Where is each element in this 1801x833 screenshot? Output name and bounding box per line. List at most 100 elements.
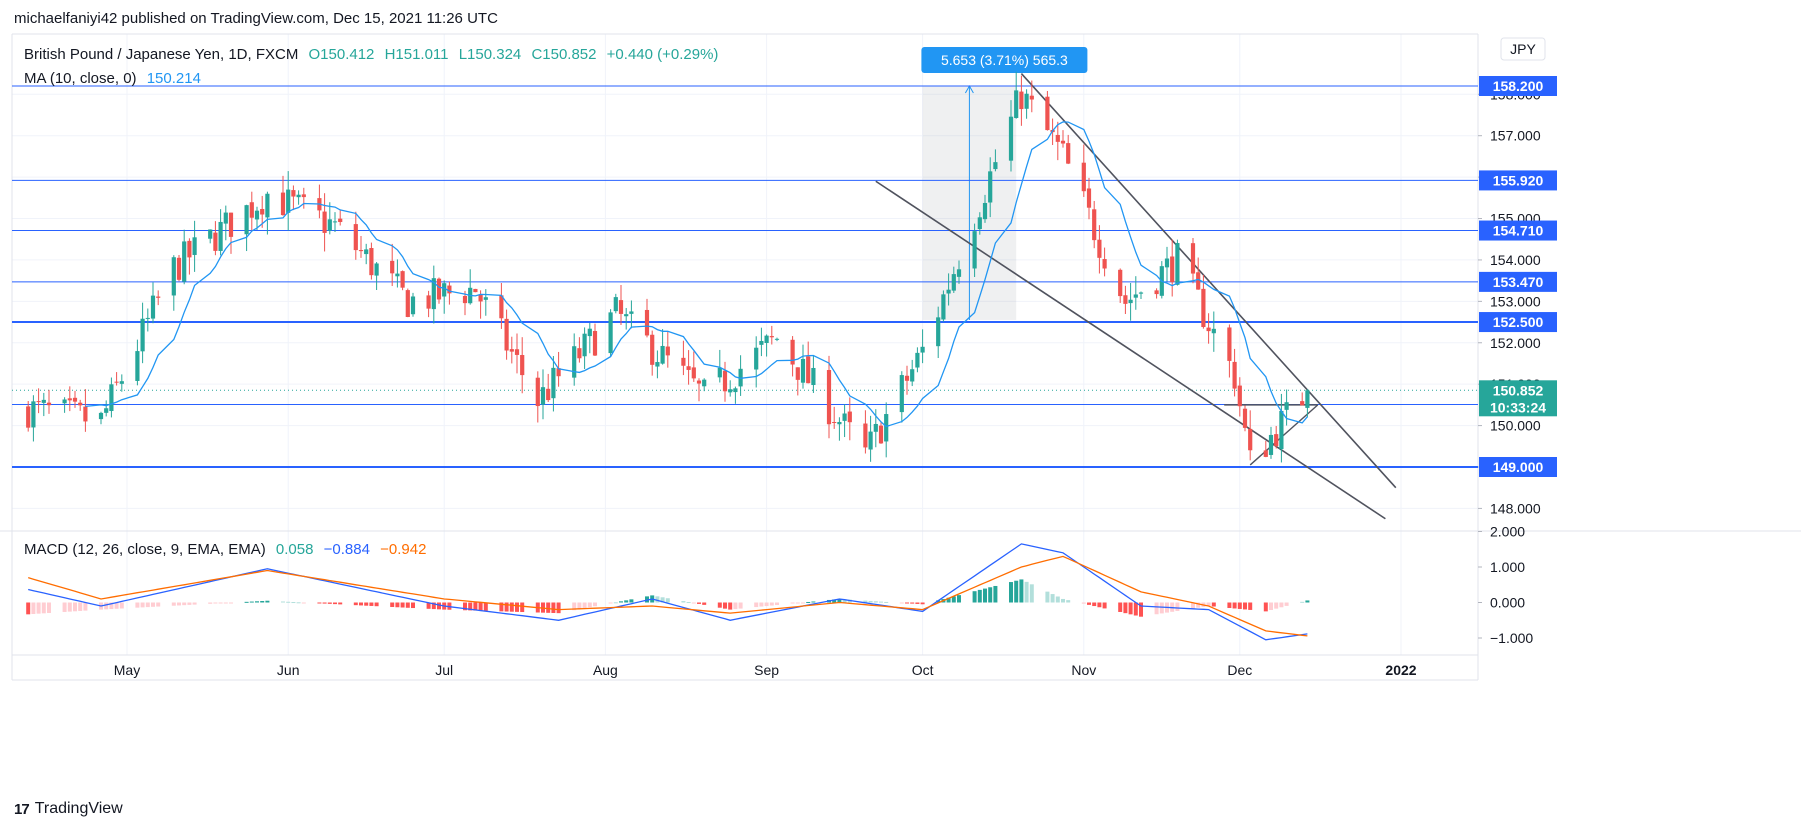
ma-legend: MA (10, close, 0) 150.214 — [24, 70, 207, 87]
candle-body — [26, 406, 31, 428]
macd-histogram-bar — [1248, 602, 1253, 610]
macd-histogram-bar — [1019, 579, 1024, 603]
macd-histogram-bar — [957, 595, 961, 603]
candle-body — [1045, 96, 1050, 131]
macd-histogram-bar — [587, 602, 592, 608]
macd-histogram-bar — [593, 602, 597, 607]
candle-body — [1196, 272, 1201, 290]
macd-histogram-bar — [78, 602, 83, 611]
candle-body — [592, 330, 598, 356]
candle-body — [696, 380, 702, 384]
candle-body — [774, 338, 780, 340]
macd-histogram-bar — [1237, 602, 1242, 609]
ma-label[interactable]: MA (10, close, 0) — [24, 70, 137, 87]
price-tick-label: 148.000 — [1490, 500, 1541, 516]
candle-body — [1097, 239, 1102, 258]
high-value: H151.011 — [384, 46, 449, 63]
price-tick-label: 153.000 — [1490, 293, 1541, 309]
candle-body — [1175, 243, 1180, 285]
candle-body — [899, 375, 904, 413]
macd-histogram-bar — [187, 602, 192, 605]
macd-histogram-bar — [702, 602, 707, 605]
macd-histogram-bar — [977, 589, 982, 603]
candle-body — [790, 339, 795, 365]
ma-10-line — [85, 121, 1308, 428]
macd-histogram-bar — [515, 602, 519, 612]
macd-histogram-bar — [1139, 602, 1143, 617]
macd-histogram-bar — [868, 600, 873, 603]
candle-body — [988, 171, 993, 203]
symbol-label[interactable]: British Pound / Japanese Yen, 1D, FXCM — [24, 46, 299, 63]
candle-body — [837, 421, 842, 425]
candle-body — [140, 318, 145, 352]
macd-histogram-bar — [62, 602, 67, 612]
candle-body — [1279, 410, 1284, 450]
macd-histogram-bar — [723, 602, 727, 609]
macd-histogram-bar — [1045, 591, 1050, 603]
macd-histogram-bar — [1128, 602, 1133, 615]
time-tick-label: Dec — [1227, 662, 1252, 678]
candle-body — [572, 346, 577, 378]
macd-histogram-bar — [686, 602, 691, 604]
ma-value: 150.214 — [146, 70, 201, 87]
candle-body — [702, 379, 707, 387]
candle-body — [686, 366, 691, 370]
candle-body — [442, 283, 447, 297]
macd-histogram-bar — [863, 600, 868, 603]
macd-histogram-bar — [728, 602, 733, 610]
candle-body — [1138, 292, 1144, 294]
candle-body — [769, 336, 774, 338]
candle-body — [1170, 256, 1175, 283]
support-resistance-lines — [12, 85, 1478, 468]
macd-label[interactable]: MACD (12, 26, close, 9, EMA, EMA) — [24, 541, 266, 558]
macd-histogram-bar — [806, 601, 811, 603]
candle-body — [795, 367, 800, 380]
measure-label: 5.653 (3.71%) 565.3 — [941, 52, 1068, 68]
level-price-label: 158.200 — [1493, 78, 1544, 94]
candle-body — [228, 212, 234, 237]
macd-histogram-bar — [717, 602, 722, 608]
candle-body — [556, 368, 561, 377]
macd-histogram-bar — [691, 602, 696, 604]
candle-body — [31, 401, 36, 428]
macd-histogram-bar — [431, 602, 436, 610]
candle-body — [884, 414, 889, 442]
level-price-label: 149.000 — [1493, 459, 1544, 475]
candle-body — [1024, 93, 1029, 109]
macd-histogram-bar — [769, 602, 774, 606]
candle-body — [46, 402, 52, 406]
macd-histogram-bar — [1092, 602, 1097, 607]
macd-histogram-bar — [322, 602, 327, 604]
macd-histogram-bar — [223, 602, 228, 604]
macd-histogram-bar — [135, 602, 140, 608]
candle-body — [873, 423, 878, 432]
candle-body — [956, 269, 962, 277]
macd-histogram-bar — [790, 602, 795, 604]
candle-body — [109, 384, 114, 412]
tradingview-brand[interactable]: 17 TradingView — [14, 800, 123, 818]
macd-histogram-bar — [551, 602, 556, 613]
candle-body — [764, 335, 769, 343]
macd-histogram-bar — [915, 602, 920, 604]
candle-body — [1268, 434, 1274, 455]
macd-signal-value: −0.942 — [380, 541, 427, 558]
last-price-label-box — [1479, 380, 1557, 417]
candle-body — [1237, 385, 1242, 407]
candle-body — [431, 278, 436, 310]
candle-body — [369, 248, 374, 276]
macd-histogram-bar — [681, 601, 686, 603]
candle-body — [135, 351, 140, 381]
candle-body — [1133, 294, 1138, 298]
candle-body — [213, 232, 218, 251]
macd-histogram-bar — [1279, 602, 1284, 608]
candle-body — [483, 297, 488, 300]
macd-histogram-bar — [837, 598, 842, 603]
candle-body — [218, 221, 223, 251]
macd-histogram-bar — [764, 602, 769, 607]
close-value: C150.852 — [531, 46, 597, 63]
price-labels: 158.200155.920154.710153.470152.500150.5… — [1479, 37, 1557, 477]
macd-histogram-bar — [1274, 602, 1279, 609]
candle-body — [1014, 90, 1019, 118]
macd-histogram-bar — [171, 602, 176, 606]
